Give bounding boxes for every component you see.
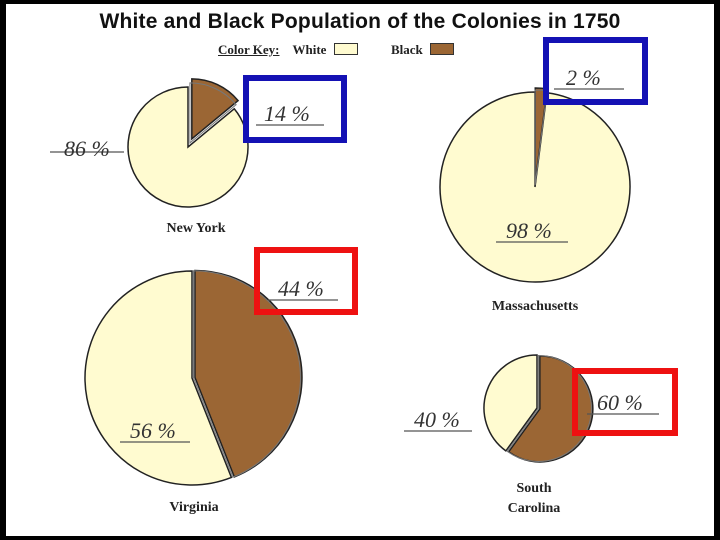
- state-name: Virginia: [169, 500, 218, 515]
- pie-slice-black-shadow: [506, 354, 592, 462]
- highlight-box-red: [572, 368, 678, 436]
- legend-black-swatch: [430, 43, 455, 55]
- pie-slice-black-shadow: [192, 270, 301, 478]
- highlight-box-blue: [243, 75, 347, 143]
- chart-title: White and Black Population of the Coloni…: [99, 10, 621, 33]
- state-name: Carolina: [508, 501, 561, 516]
- pie-chart-virginia: 56 % 44 % Virginia: [84, 247, 358, 515]
- pie-chart-massachusetts: 98 % 2 % Massachusetts: [439, 37, 648, 314]
- slide: White and Black Population of the Coloni…: [6, 4, 714, 536]
- pie-chart-new-york: 86 % 14 % New York: [50, 75, 347, 236]
- pie-slice-black-shadow: [189, 82, 237, 144]
- color-key-title: Color Key:: [218, 42, 280, 57]
- pie-slice-white: [483, 354, 538, 452]
- pie-slice-black: [191, 78, 240, 141]
- label-black-percent: 44 %: [278, 276, 324, 301]
- legend-black-label: Black: [390, 42, 423, 57]
- label-white-percent: 56 %: [130, 418, 176, 443]
- label-white-percent: 40 %: [414, 407, 460, 432]
- highlight-box-blue: [543, 37, 648, 105]
- pie-charts: 86 % 14 % New York 98 % 2 % Massachusetts 56 %…: [50, 37, 678, 516]
- pie-slice-white: [127, 86, 249, 208]
- state-name: New York: [167, 221, 226, 236]
- state-name: South: [516, 481, 551, 496]
- highlight-box-red: [254, 247, 358, 315]
- pie-slice-white: [439, 91, 631, 283]
- label-black-percent: 60 %: [597, 390, 643, 415]
- pie-chart-south-carolina: 40 % 60 % South Carolina: [404, 354, 678, 516]
- state-name: Massachusetts: [492, 299, 579, 314]
- label-black-percent: 14 %: [264, 101, 310, 126]
- label-white-percent: 98 %: [506, 218, 552, 243]
- label-white-percent: 86 %: [64, 136, 110, 161]
- pie-slice-white: [84, 270, 233, 486]
- label-black-percent: 2 %: [566, 65, 601, 90]
- color-key: Color Key: White Black: [218, 42, 484, 58]
- pie-slice-black: [194, 269, 303, 478]
- legend-white-label: White: [292, 42, 327, 57]
- legend-white-swatch: [333, 43, 358, 55]
